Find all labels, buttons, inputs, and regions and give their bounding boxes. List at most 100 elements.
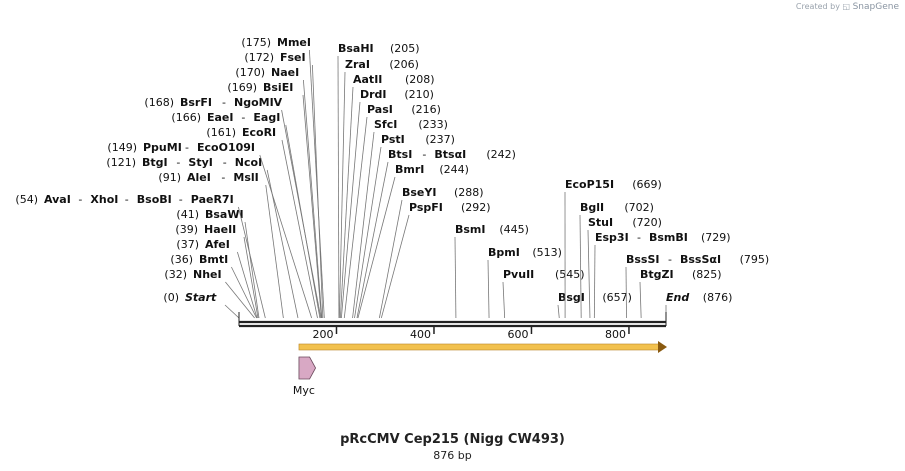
site-label-bsahi: BsaHI (338, 42, 374, 55)
feature-myc-arrow[interactable] (298, 356, 317, 380)
site-label-naei: NaeI (271, 66, 299, 79)
site-line-bsmi (454, 236, 457, 319)
site-label-bsrfi: BsrFI (180, 96, 212, 109)
site-line-haeii (243, 236, 259, 319)
site-label-bsawi: BsaWI (205, 208, 244, 221)
site-line-psti (354, 146, 382, 319)
site-line-ppumi (259, 154, 313, 319)
site-label-avai: AvaI (44, 193, 71, 206)
site-label-btgi: BtgI (142, 156, 168, 169)
snapgene-credit: Created by ◱ SnapGene (796, 2, 899, 12)
site-separator: - (241, 111, 245, 124)
site-position-bsiei: (169) (227, 81, 257, 94)
site-position-bsmi: (445) (499, 223, 529, 236)
site-label-sfci: SfcI (374, 118, 397, 131)
sequence-length: 876 bp (433, 449, 472, 462)
site-line-sfci (352, 131, 375, 319)
site-separator: - (223, 156, 227, 169)
site-position-bgli: (702) (624, 201, 654, 214)
site-label-eaei: EaeI (207, 111, 234, 124)
axis-tick-label-600: 600 (507, 328, 528, 341)
site-label-pspfi: PspFI (409, 201, 443, 214)
site-label-msli: MslI (233, 171, 258, 184)
site-line-nhei (225, 281, 255, 319)
site-position-drdi: (210) (404, 88, 434, 101)
site-separator: - (176, 156, 180, 169)
site-label-fsei: FseI (280, 51, 306, 64)
site-position-pspfi: (292) (461, 201, 491, 214)
site-label-bsssi: BssSI (626, 253, 660, 266)
site-label-bts-i: BtsαI (434, 148, 466, 161)
site-label-bgli: BglI (580, 201, 604, 214)
site-line-bsrfi (281, 109, 322, 319)
site-label-ngomiv: NgoMIV (234, 96, 283, 109)
site-position-bmri: (244) (439, 163, 469, 176)
site-separator: - (668, 253, 672, 266)
snapgene-logo-icon: ◱ (842, 2, 851, 11)
site-label-psti: PstI (381, 133, 405, 146)
site-position-zrai: (206) (389, 58, 419, 71)
site-label-eagi: EagI (253, 111, 280, 124)
site-position-nhei: (32) (164, 268, 187, 281)
site-line-bsawi (244, 221, 260, 319)
site-line-ecori (281, 139, 318, 319)
site-label-bmti: BmtI (199, 253, 228, 266)
site-label-paer7i: PaeR7I (191, 193, 234, 206)
site-line-bseyi (378, 199, 403, 319)
site-label-mmei: MmeI (277, 36, 311, 49)
site-position-bseyi: (288) (454, 186, 484, 199)
site-label-ppumi: PpuMI (143, 141, 182, 154)
site-label-haeii: HaeII (204, 223, 236, 236)
site-position-bsrfi: (168) (144, 96, 174, 109)
site-line-bsgi (557, 304, 560, 319)
site-line-start (224, 304, 240, 319)
site-position-esp3i: (729) (701, 231, 731, 244)
site-separator: - (637, 231, 641, 244)
site-line-bsahi (337, 55, 340, 319)
site-label-bsmbi: BsmBI (649, 231, 688, 244)
site-line-alei (265, 184, 284, 319)
site-position-bsssi: (795) (740, 253, 770, 266)
site-line-pvuii (502, 281, 506, 319)
site-separator: - (179, 193, 183, 206)
site-position-bsgi: (657) (602, 291, 632, 304)
site-line-bsiei (302, 94, 322, 319)
site-line-btsi (356, 161, 389, 319)
site-label-btgzi: BtgZI (640, 268, 674, 281)
site-label-ecoo109i: EcoO109I (197, 141, 255, 154)
site-line-avai (238, 206, 266, 319)
site-position-ecop15i: (669) (632, 178, 662, 191)
site-label-bsiei: BsiEI (263, 81, 293, 94)
site-position-aatii: (208) (405, 73, 435, 86)
site-label-bmri: BmrI (395, 163, 424, 176)
site-position-pasi: (216) (411, 103, 441, 116)
site-position-bmti: (36) (170, 253, 193, 266)
site-label-ecop15i: EcoP15I (565, 178, 614, 191)
map-title: pRcCMV Cep215 (Nigg CW493) (340, 432, 565, 447)
site-position-btsi: (242) (486, 148, 516, 161)
site-line-bgli (579, 214, 582, 319)
site-line-zrai (339, 71, 346, 319)
site-line-aatii (339, 86, 354, 319)
snapgene-brand-name: SnapGene (852, 2, 899, 12)
site-label-drdi: DrdI (360, 88, 387, 101)
site-label-bsss-i: BssSαI (680, 253, 721, 266)
site-label-esp3i: Esp3I (595, 231, 629, 244)
site-position-ppumi: (149) (107, 141, 137, 154)
site-position-afei: (37) (176, 238, 199, 251)
site-position-alei: (91) (158, 171, 181, 184)
site-position-ecori: (161) (206, 126, 236, 139)
site-label-zrai: ZraI (345, 58, 370, 71)
site-line-esp3i (593, 244, 596, 319)
site-label-end: End (666, 291, 689, 304)
site-position-bsahi: (205) (390, 42, 420, 55)
site-line-btgzi (639, 281, 642, 319)
site-separator: - (125, 193, 129, 206)
site-position-naei: (170) (235, 66, 265, 79)
site-label-afei: AfeI (205, 238, 230, 251)
site-label-bsobi: BsoBI (137, 193, 172, 206)
site-label-bseyi: BseYI (402, 186, 436, 199)
site-position-end: (876) (703, 291, 733, 304)
site-position-haeii: (39) (175, 223, 198, 236)
site-separator: - (422, 148, 426, 161)
